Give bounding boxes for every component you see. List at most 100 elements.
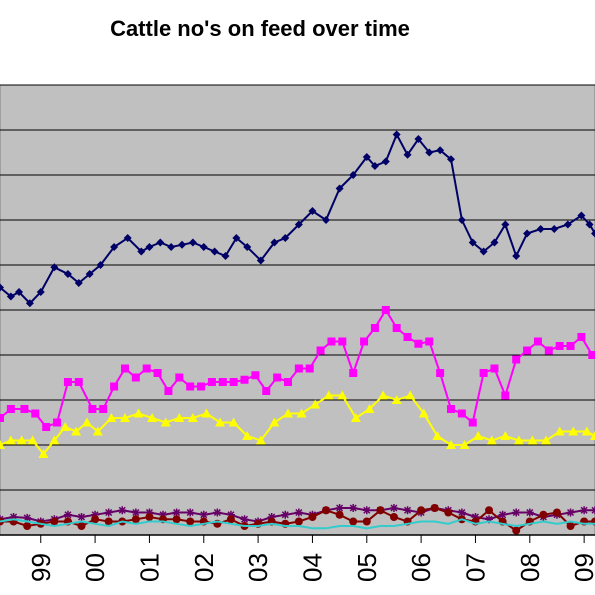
data-point xyxy=(153,369,162,377)
data-point xyxy=(131,515,140,524)
data-point xyxy=(327,337,336,346)
series-group xyxy=(0,130,595,535)
data-point xyxy=(228,417,239,427)
data-point xyxy=(50,263,59,272)
x-tick-label: 06 xyxy=(406,553,436,582)
data-point xyxy=(63,270,72,278)
data-point xyxy=(6,405,15,413)
data-point xyxy=(588,351,595,359)
data-point xyxy=(137,247,146,256)
data-point xyxy=(457,409,466,418)
data-point xyxy=(568,426,579,436)
data-point xyxy=(512,252,521,260)
data-point xyxy=(0,283,4,292)
data-point xyxy=(5,435,16,445)
data-point xyxy=(523,229,532,238)
data-point xyxy=(172,515,181,524)
x-tick-label: 02 xyxy=(189,553,219,582)
data-point xyxy=(0,440,5,449)
data-point xyxy=(316,346,325,355)
data-point xyxy=(77,522,86,530)
data-point xyxy=(552,508,561,517)
data-point xyxy=(16,435,27,445)
data-point xyxy=(539,510,548,519)
data-point xyxy=(218,378,227,386)
data-point xyxy=(350,413,361,422)
data-point xyxy=(457,508,466,517)
data-point xyxy=(457,216,466,224)
data-point xyxy=(296,408,307,418)
data-point xyxy=(104,517,113,526)
data-point xyxy=(566,342,575,350)
data-point xyxy=(92,426,103,436)
series-6 xyxy=(0,518,595,530)
data-point xyxy=(213,508,222,517)
data-point xyxy=(243,243,252,251)
data-point xyxy=(63,510,72,519)
data-point xyxy=(577,333,586,341)
data-point xyxy=(9,513,18,521)
data-point xyxy=(262,387,271,395)
data-point xyxy=(110,243,119,251)
data-point xyxy=(63,378,72,386)
data-point xyxy=(156,238,165,247)
data-point xyxy=(591,229,595,238)
data-point xyxy=(432,431,443,440)
data-point xyxy=(0,414,4,422)
data-point xyxy=(164,387,173,395)
data-point xyxy=(91,515,100,524)
data-point xyxy=(349,171,358,179)
data-point xyxy=(566,508,575,517)
data-point xyxy=(186,382,195,391)
data-point xyxy=(207,378,216,386)
data-point xyxy=(23,513,32,522)
data-point xyxy=(229,378,238,386)
data-point xyxy=(25,299,34,308)
data-point xyxy=(160,417,171,427)
data-point xyxy=(590,431,595,440)
data-point xyxy=(322,216,331,224)
data-point xyxy=(485,515,494,524)
x-tick-label: 99 xyxy=(26,553,56,582)
data-point xyxy=(142,364,151,373)
series-3 xyxy=(0,390,595,458)
data-point xyxy=(282,408,293,418)
x-tick-label: 05 xyxy=(352,553,382,582)
data-point xyxy=(215,417,226,427)
data-point xyxy=(36,288,45,296)
data-point xyxy=(360,337,369,346)
data-point xyxy=(42,423,51,431)
data-point xyxy=(370,162,379,170)
data-point xyxy=(174,413,185,422)
data-point xyxy=(512,526,521,535)
data-point xyxy=(550,225,559,233)
data-point xyxy=(77,513,86,521)
data-point xyxy=(335,510,344,519)
data-point xyxy=(104,508,113,517)
data-point xyxy=(273,373,282,382)
data-point xyxy=(430,504,439,512)
data-point xyxy=(533,337,542,346)
data-point xyxy=(512,508,521,517)
gridlines xyxy=(0,84,595,491)
data-point xyxy=(240,375,249,384)
data-point xyxy=(15,288,24,296)
data-point xyxy=(405,390,416,400)
data-point xyxy=(418,408,429,418)
data-point xyxy=(232,234,241,242)
data-point xyxy=(323,390,334,400)
data-point xyxy=(199,510,208,519)
data-point xyxy=(544,346,553,355)
data-point xyxy=(310,399,321,409)
data-point xyxy=(99,405,108,413)
data-point xyxy=(436,146,445,155)
data-point xyxy=(563,220,572,229)
data-point xyxy=(178,240,187,249)
x-tick-label: 01 xyxy=(134,553,164,582)
data-point xyxy=(417,506,426,515)
series-line xyxy=(0,518,595,530)
data-point xyxy=(74,279,83,287)
x-tick-label: 08 xyxy=(515,553,545,582)
data-point xyxy=(38,449,49,458)
